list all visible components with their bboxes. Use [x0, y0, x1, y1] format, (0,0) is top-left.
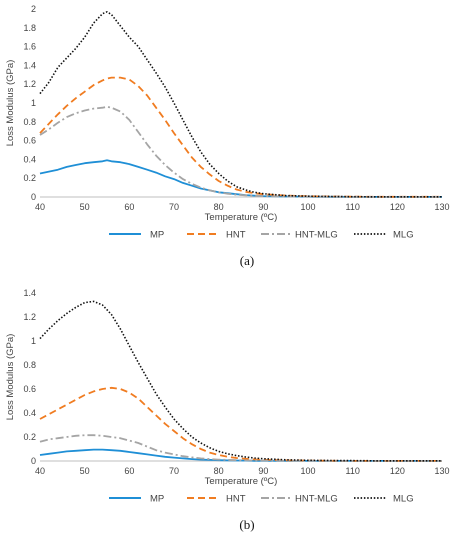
- x-tick-label: 130: [434, 466, 449, 476]
- y-tick-label: 0.8: [23, 360, 36, 370]
- y-tick-label: 1.2: [23, 312, 36, 322]
- x-tick-label: 120: [390, 202, 405, 212]
- legend-label-hnt-mlg: HNT-MLG: [295, 230, 338, 241]
- x-tick-label: 50: [80, 466, 90, 476]
- x-tick-label: 120: [390, 466, 405, 476]
- y-tick-label: 0: [31, 192, 36, 202]
- x-axis-title: Temperature (ºC): [205, 212, 278, 223]
- legend-label-mp: MP: [150, 494, 164, 505]
- legend-label-mlg: MLG: [393, 494, 414, 505]
- y-tick-label: 0: [31, 456, 36, 466]
- x-tick-label: 110: [345, 202, 359, 212]
- legend-label-mlg: MLG: [393, 230, 414, 241]
- series-line-mlg: [39, 11, 442, 198]
- series-line-hnt: [39, 386, 442, 462]
- y-tick-label: 1.4: [23, 60, 36, 70]
- y-tick-label: 2: [31, 4, 36, 14]
- y-tick-label: 0.8: [23, 117, 36, 127]
- x-tick-label: 40: [35, 466, 45, 476]
- x-tick-label: 50: [80, 202, 90, 212]
- x-tick-label: 40: [35, 202, 45, 212]
- panel-label: (b): [239, 517, 254, 532]
- y-tick-label: 1: [31, 98, 36, 108]
- legend-label-mp: MP: [150, 230, 164, 241]
- y-axis-title: Loss Modulus (GPa): [5, 60, 16, 147]
- y-tick-label: 1.2: [23, 79, 36, 89]
- legend: MP HNT HNT-MLG MLG: [109, 230, 414, 241]
- y-tick-label: 0.2: [23, 173, 36, 183]
- y-tick-label: 0.4: [23, 408, 36, 418]
- x-tick-label: 70: [169, 466, 179, 476]
- y-tick-label: 0.6: [23, 384, 36, 394]
- x-tick-label: 60: [124, 466, 134, 476]
- x-tick-label: 90: [258, 202, 268, 212]
- x-tick-label: 100: [300, 202, 315, 212]
- legend-label-hnt: HNT: [226, 494, 246, 505]
- panel-label: (a): [240, 253, 254, 268]
- y-axis-title: Loss Modulus (GPa): [5, 334, 16, 421]
- y-tick-label: 1.8: [23, 23, 36, 33]
- y-tick-label: 0.6: [23, 136, 36, 146]
- y-tick-label: 1.4: [23, 288, 36, 298]
- series-line-hnt-mlg: [39, 434, 442, 462]
- y-tick-label: 0.2: [23, 432, 36, 442]
- x-axis-title: Temperature (ºC): [205, 476, 278, 487]
- x-tick-label: 100: [300, 466, 315, 476]
- x-tick-label: 70: [169, 202, 179, 212]
- legend: MP HNT HNT-MLG MLG: [109, 494, 414, 505]
- y-tick-label: 1: [31, 336, 36, 346]
- legend-label-hnt: HNT: [226, 230, 246, 241]
- x-tick-label: 110: [345, 466, 359, 476]
- y-tick-label: 1.6: [23, 42, 36, 52]
- y-tick-label: 0.4: [23, 154, 36, 164]
- chart-panel-b: 0 0.2 0.4 0.6 0.8 1 1.2 1.4 40 50 60 70 80 90 100 110 12…: [5, 288, 450, 532]
- x-tick-label: 80: [214, 466, 224, 476]
- x-tick-label: 130: [434, 202, 449, 212]
- x-tick-label: 60: [124, 202, 134, 212]
- x-tick-label: 90: [258, 466, 268, 476]
- legend-label-hnt-mlg: HNT-MLG: [295, 494, 338, 505]
- x-tick-label: 80: [214, 202, 224, 212]
- chart-panel-a: 0 0.2 0.4 0.6 0.8 1 1.2 1.4 1.6 1.8 2 40 50 60 70 80 90 1…: [5, 4, 450, 268]
